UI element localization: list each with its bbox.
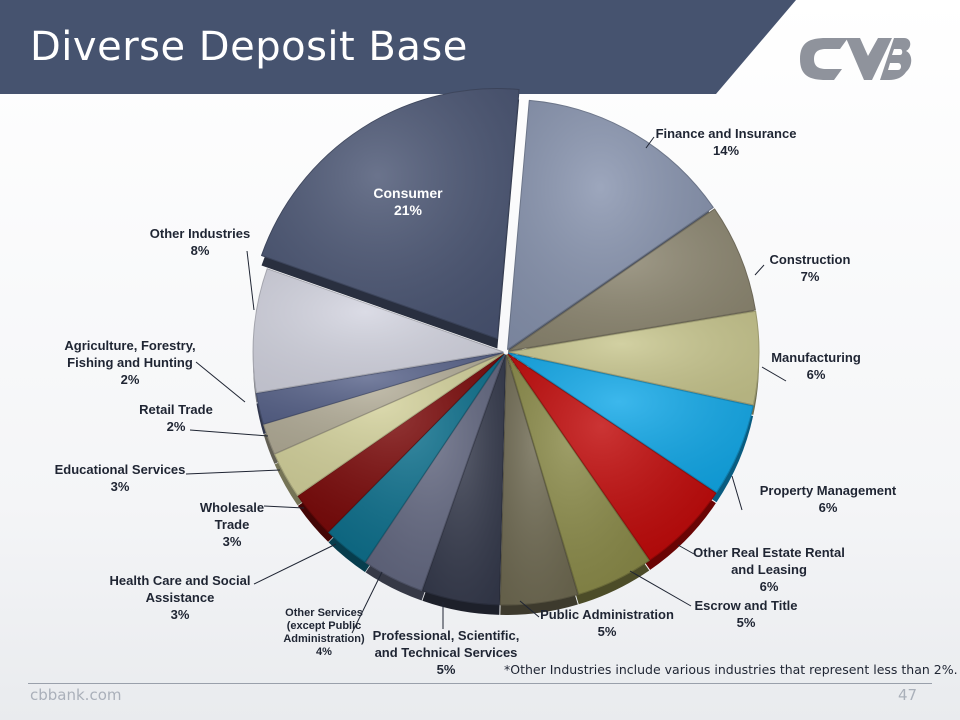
data-label-other-services-except-public-administration: Other Services (except Public Administrati… [283, 607, 365, 658]
data-label-public-administration: Public Administration 5% [540, 607, 674, 639]
data-label-finance-and-insurance: Finance and Insurance 14% [656, 126, 797, 158]
data-label-professional-scientific-and-technical-services: Professional, Scientific, and Technical S… [373, 628, 520, 677]
data-label-agriculture-forestry-fishing-and-hunting: Agriculture, Forestry, Fishing and Huntin… [64, 338, 195, 387]
data-label-other-industries: Other Industries 8% [150, 226, 250, 258]
footer-rule [28, 683, 932, 684]
leader-line-finance-and-insurance [645, 136, 655, 149]
data-label-health-care-and-social-assistance: Health Care and Social Assistance 3% [110, 573, 251, 622]
slice-sheen-other-real-estate-rental-and-leasing [508, 354, 716, 560]
leader-line-other-real-estate-rental-and-leasing [677, 544, 695, 555]
slice-sheen-manufacturing [508, 311, 759, 405]
slice-sheen-health-care-and-social-assistance [328, 354, 505, 563]
data-label-other-real-estate-rental-and-leasing: Other Real Estate Rental and Leasing 6% [693, 545, 845, 594]
slice-sheen-other-services-except-public-administration [365, 354, 505, 591]
slice-sheen-escrow-and-title [507, 354, 650, 595]
footnote: *Other Industries include various indust… [504, 662, 958, 677]
data-label-manufacturing: Manufacturing 6% [771, 350, 861, 382]
slice-sheen-wholesale-trade [297, 353, 504, 532]
leader-line-construction [754, 264, 765, 276]
leader-line-agriculture-forestry-fishing-and-hunting [195, 361, 246, 403]
leader-line-other-industries [246, 250, 255, 311]
slice-sheen-public-administration [500, 354, 578, 605]
data-label-escrow-and-title: Escrow and Title 5% [694, 598, 797, 630]
leader-line-health-care-and-social-assistance [253, 543, 337, 585]
data-label-educational-services: Educational Services 3% [55, 462, 186, 494]
footer-site: cbbank.com [30, 686, 122, 704]
leader-line-escrow-and-title [629, 570, 692, 607]
page-number: 47 [898, 686, 918, 704]
slice-sheen-agriculture-forestry-fishing-and-hunting [256, 352, 504, 425]
leader-line-public-administration [519, 600, 540, 618]
leader-line-other-services-except-public-administration [351, 571, 383, 634]
cvb-logo [800, 38, 912, 80]
slice-sheen-property-management [508, 353, 754, 493]
slice-sheen-retail-trade [263, 353, 504, 454]
data-label-consumer: Consumer 21% [373, 185, 443, 218]
data-label-property-management: Property Management 6% [760, 483, 897, 515]
header-band [0, 0, 796, 94]
leader-line-manufacturing [761, 366, 787, 382]
slice-sheen-construction [508, 208, 756, 351]
data-label-retail-trade: Retail Trade 2% [139, 402, 213, 434]
leader-line-property-management [731, 475, 743, 511]
slice-sheen-other-industries [253, 268, 504, 393]
data-label-wholesale-trade: Wholesale Trade 3% [200, 500, 264, 549]
slice-sheen-finance-and-insurance [507, 100, 714, 350]
leader-line-retail-trade [189, 429, 269, 437]
slice-sheen-consumer [261, 88, 520, 339]
leader-line-educational-services [185, 469, 281, 475]
data-label-construction: Construction 7% [770, 252, 851, 284]
leader-line-wholesale-trade [263, 505, 305, 509]
slide-title: Diverse Deposit Base [30, 24, 468, 70]
slice-sheen-educational-services [274, 353, 504, 496]
slice-sheen-professional-scientific-and-technical-services [422, 354, 506, 605]
